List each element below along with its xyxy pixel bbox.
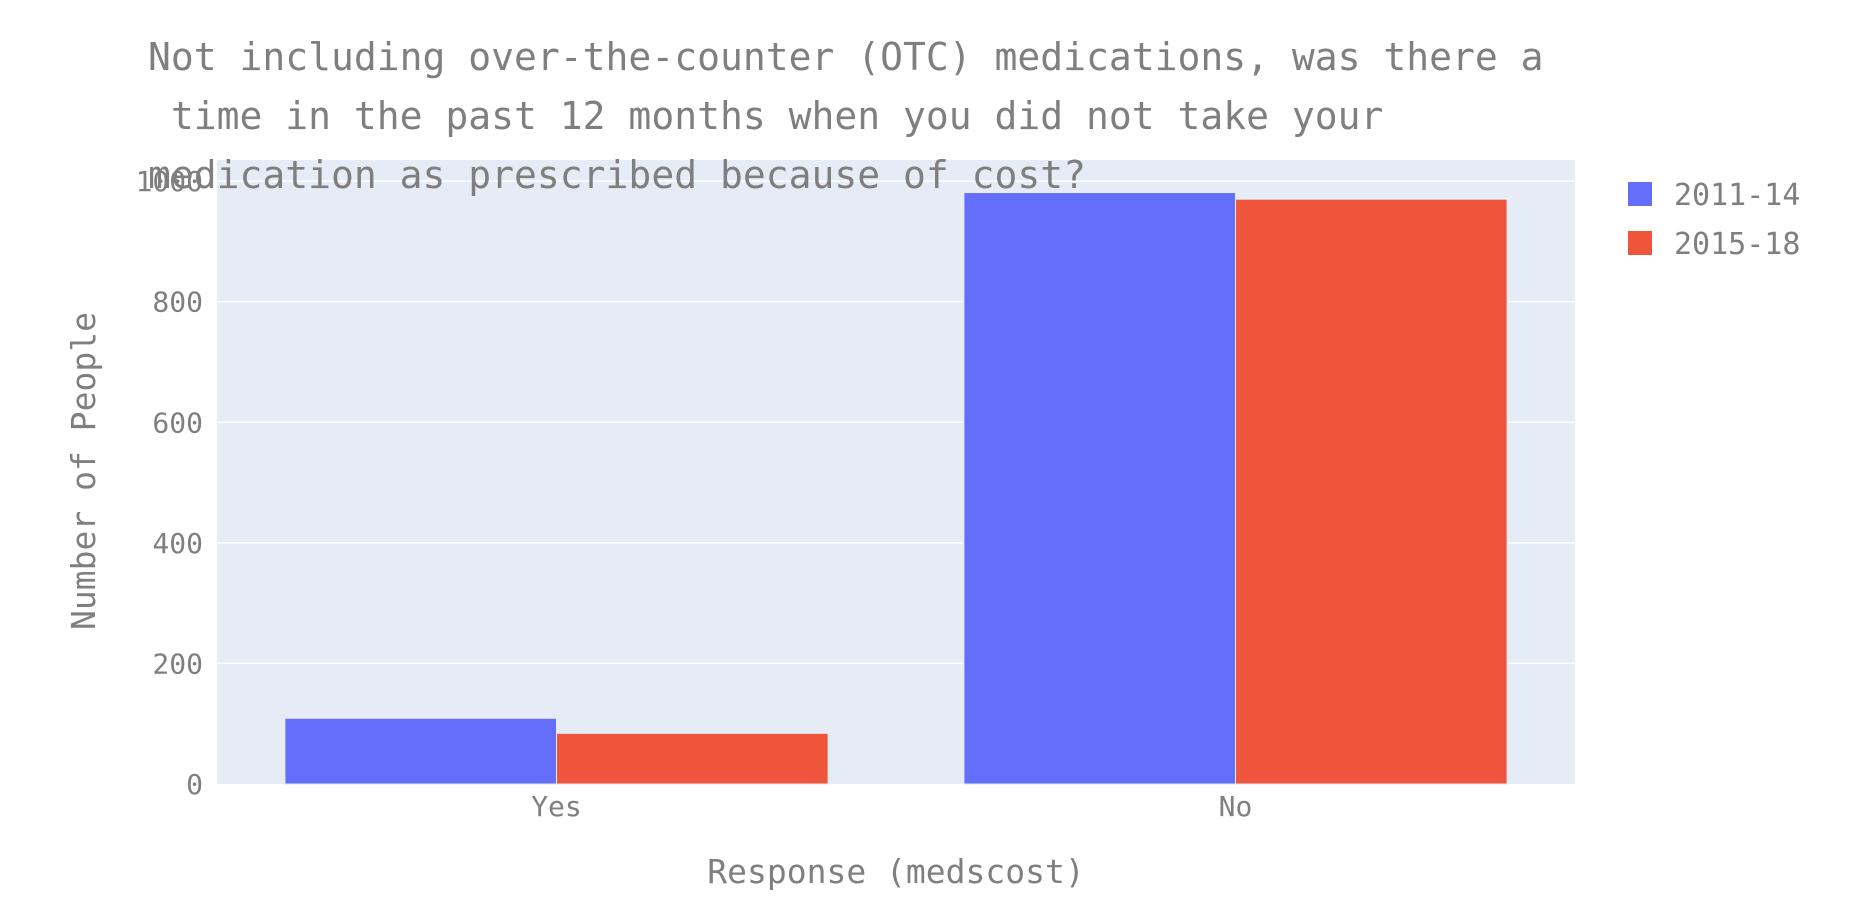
bars <box>284 192 1508 785</box>
legend-swatch-2015-18 <box>1628 231 1652 255</box>
y-tick-label: 800 <box>152 286 203 319</box>
y-tick-label: 200 <box>152 647 203 680</box>
bar-2015-18-yes[interactable] <box>556 732 829 785</box>
y-tick-label: 0 <box>186 768 203 801</box>
y-axis-ticks: 0 200 400 600 800 1000 <box>136 165 203 801</box>
legend-label-2015-18: 2015-18 <box>1674 227 1800 262</box>
legend-swatch-2011-14 <box>1628 182 1652 206</box>
x-tick-label: Yes <box>531 790 582 823</box>
chart-title: Not including over-the-counter (OTC) med… <box>0 0 1704 197</box>
bar-2011-14-no[interactable] <box>963 192 1237 785</box>
legend[interactable]: 2011-14 2015-18 <box>1628 178 1800 262</box>
y-tick-label: 400 <box>152 527 203 560</box>
chart-title-line: time in the past 12 months when you did … <box>148 94 1383 138</box>
x-axis-ticks: Yes No <box>531 790 1252 823</box>
legend-label-2011-14: 2011-14 <box>1674 178 1800 213</box>
chart-title-line: medication as prescribed because of cost… <box>148 153 1086 197</box>
bar-2015-18-no[interactable] <box>1235 198 1508 785</box>
x-axis-label: Response (medscost) <box>707 852 1085 891</box>
y-axis-label: Number of People <box>64 312 103 630</box>
y-tick-label: 1000 <box>136 165 203 198</box>
legend-item-2011-14[interactable]: 2011-14 <box>1628 178 1800 213</box>
bar-2011-14-yes[interactable] <box>284 717 557 785</box>
chart-title-line: Not including over-the-counter (OTC) med… <box>148 35 1544 79</box>
x-tick-label: No <box>1219 790 1253 823</box>
y-tick-label: 600 <box>152 406 203 439</box>
legend-item-2015-18[interactable]: 2015-18 <box>1628 227 1800 262</box>
